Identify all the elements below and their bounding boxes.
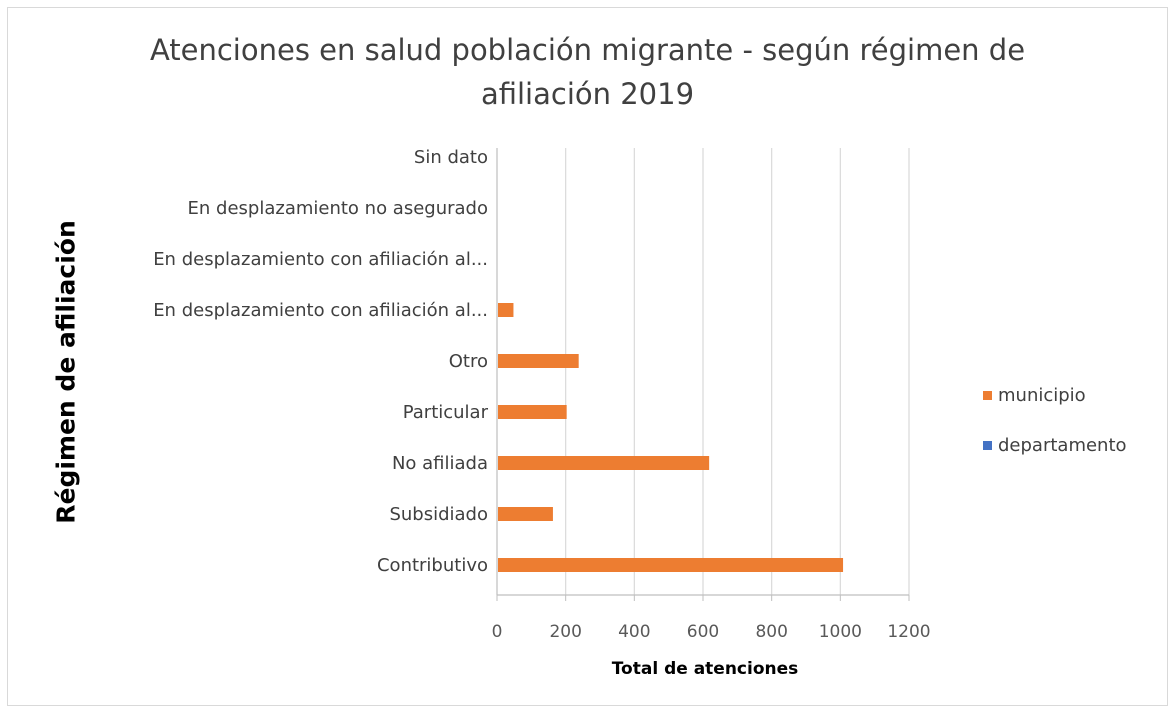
chart-frame [7, 7, 1168, 706]
y-tick-label: No afiliada [392, 453, 488, 474]
chart-title-line-2: afiliación 2019 [480, 77, 695, 111]
legend-item-departamento: departamento [983, 431, 1127, 460]
bar-municipio [498, 303, 514, 317]
legend-item-municipio: municipio [983, 381, 1127, 410]
x-tick-label: 400 [618, 622, 650, 642]
x-tick-label: 800 [755, 622, 787, 642]
chart-title: Atenciones en salud población migrante -… [0, 28, 1175, 116]
legend-swatch-municipio [983, 391, 992, 400]
y-tick-label: Subsidiado [389, 504, 488, 525]
x-tick-label: 0 [492, 622, 503, 642]
x-tick-label: 600 [687, 622, 719, 642]
y-tick-label: En desplazamiento con afiliación al... [153, 249, 488, 270]
bar-municipio [498, 558, 844, 572]
x-tick-label: 200 [549, 622, 581, 642]
legend-swatch-departamento [983, 441, 992, 450]
bar-municipio [498, 405, 567, 419]
y-tick-label: Contributivo [377, 555, 488, 576]
y-axis-label: Régimen de afiliación [51, 220, 81, 524]
bar-municipio [498, 456, 710, 470]
y-tick-label: En desplazamiento no asegurado [188, 198, 488, 219]
chart-title-line-1: Atenciones en salud población migrante -… [149, 33, 1026, 67]
x-tick-label: 1000 [819, 622, 862, 642]
y-tick-label: Sin dato [414, 147, 488, 168]
bar-municipio [498, 354, 579, 368]
bar-municipio [498, 507, 553, 521]
legend: municipio departamento [983, 381, 1127, 481]
legend-label-municipio: municipio [998, 385, 1086, 406]
y-tick-label: En desplazamiento con afiliación al... [153, 300, 488, 321]
y-tick-label: Particular [403, 402, 489, 423]
x-axis-label: Total de atenciones [611, 659, 799, 679]
y-tick-label: Otro [449, 351, 488, 372]
legend-label-departamento: departamento [998, 435, 1127, 456]
x-tick-label: 1200 [887, 622, 930, 642]
